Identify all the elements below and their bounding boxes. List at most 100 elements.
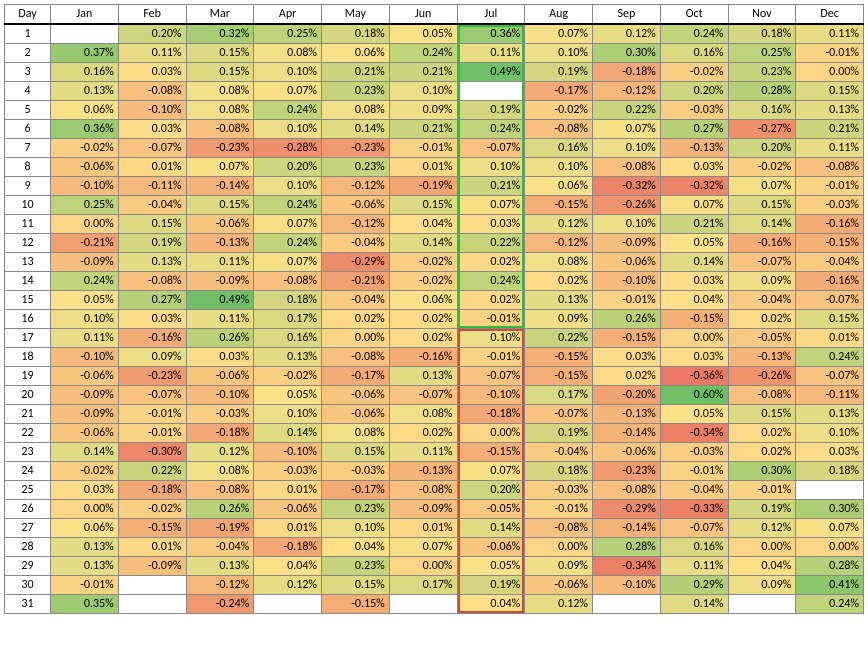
value-cell: 0.12% [186,443,254,462]
value-cell: 0.08% [186,462,254,481]
value-cell: 0.00% [728,538,796,557]
day-cell: 24 [5,462,51,481]
value-cell: 0.05% [660,405,728,424]
table-row: 150.05%0.27%0.49%0.18%-0.04%0.06%0.02%0.… [5,291,864,310]
value-cell: 0.15% [186,44,254,63]
value-cell: 0.15% [322,443,390,462]
day-cell: 18 [5,348,51,367]
value-cell: -0.09% [51,386,119,405]
value-cell: -0.18% [118,481,186,500]
value-cell: 0.20% [254,158,322,177]
value-cell: 0.15% [728,405,796,424]
value-cell: 0.10% [525,44,593,63]
value-cell: -0.04% [525,443,593,462]
value-cell: -0.08% [796,158,864,177]
value-cell: -0.06% [593,443,661,462]
table-row: 30-0.01%-0.12%0.12%0.15%0.17%0.19%-0.06%… [5,576,864,595]
value-cell: 0.24% [254,101,322,120]
value-cell [728,595,796,614]
value-cell: 0.03% [796,443,864,462]
value-cell: 0.19% [728,500,796,519]
value-cell: 0.11% [796,139,864,158]
value-cell: 0.24% [457,120,525,139]
value-cell: 0.05% [660,234,728,253]
value-cell: 0.22% [593,101,661,120]
value-cell: -0.12% [186,576,254,595]
value-cell: 0.07% [525,24,593,44]
day-cell: 21 [5,405,51,424]
value-cell: -0.12% [593,82,661,101]
value-cell: 0.21% [389,120,457,139]
table-row: 10.20%0.32%0.25%0.18%0.05%0.36%0.07%0.12… [5,24,864,44]
value-cell: -0.07% [457,367,525,386]
value-cell: 0.13% [525,291,593,310]
value-cell: -0.02% [389,253,457,272]
value-cell: -0.04% [118,196,186,215]
table-row: 290.13%-0.09%0.13%0.04%0.23%0.00%0.05%0.… [5,557,864,576]
value-cell: -0.34% [660,424,728,443]
value-cell: -0.23% [593,462,661,481]
value-cell: -0.14% [593,519,661,538]
value-cell: 0.29% [660,576,728,595]
value-cell: -0.11% [796,386,864,405]
value-cell: 0.02% [389,329,457,348]
value-cell: -0.14% [186,177,254,196]
value-cell: 0.10% [51,310,119,329]
value-cell: -0.02% [660,63,728,82]
value-cell: -0.04% [728,291,796,310]
value-cell: -0.34% [593,557,661,576]
value-cell: 0.15% [118,215,186,234]
value-cell: -0.24% [186,595,254,614]
value-cell: 0.15% [796,82,864,101]
value-cell: 0.10% [457,158,525,177]
value-cell: -0.02% [118,500,186,519]
value-cell: -0.18% [254,538,322,557]
value-cell: -0.17% [322,481,390,500]
day-cell: 4 [5,82,51,101]
value-cell: -0.02% [525,101,593,120]
day-cell: 31 [5,595,51,614]
value-cell: -0.09% [51,253,119,272]
value-cell: 0.14% [389,234,457,253]
value-cell: 0.16% [254,329,322,348]
value-cell: -0.04% [186,538,254,557]
value-cell: -0.29% [593,500,661,519]
value-cell: -0.01% [457,348,525,367]
month-header: May [322,5,390,25]
value-cell: 0.03% [118,310,186,329]
day-cell: 27 [5,519,51,538]
value-cell: 0.08% [254,44,322,63]
table-row: 20.37%0.11%0.15%0.08%0.06%0.24%0.11%0.10… [5,44,864,63]
value-cell: 0.13% [51,82,119,101]
value-cell: -0.13% [186,234,254,253]
value-cell: 0.10% [593,139,661,158]
month-header: Feb [118,5,186,25]
value-cell: 0.02% [593,367,661,386]
table-row: 13-0.09%0.13%0.11%0.07%-0.29%-0.02%0.02%… [5,253,864,272]
value-cell: -0.07% [457,139,525,158]
value-cell: 0.24% [389,44,457,63]
value-cell: -0.04% [322,234,390,253]
table-row: 9-0.10%-0.11%-0.14%0.10%-0.12%-0.19%0.21… [5,177,864,196]
value-cell: 0.02% [322,310,390,329]
value-cell: -0.07% [525,405,593,424]
value-cell: 0.10% [593,215,661,234]
value-cell: 0.01% [118,538,186,557]
value-cell: 0.11% [796,24,864,44]
value-cell: 0.01% [796,329,864,348]
value-cell: -0.09% [51,405,119,424]
value-cell: 0.07% [254,82,322,101]
value-cell: 0.03% [660,348,728,367]
value-cell: 0.03% [51,481,119,500]
value-cell: -0.05% [457,500,525,519]
value-cell: -0.01% [525,500,593,519]
value-cell: -0.03% [186,405,254,424]
value-cell: -0.17% [525,82,593,101]
value-cell: 0.23% [322,500,390,519]
value-cell: 0.03% [186,348,254,367]
day-cell: 15 [5,291,51,310]
value-cell: -0.01% [728,481,796,500]
day-cell: 13 [5,253,51,272]
value-cell: 0.25% [728,44,796,63]
month-header: Jan [51,5,119,25]
